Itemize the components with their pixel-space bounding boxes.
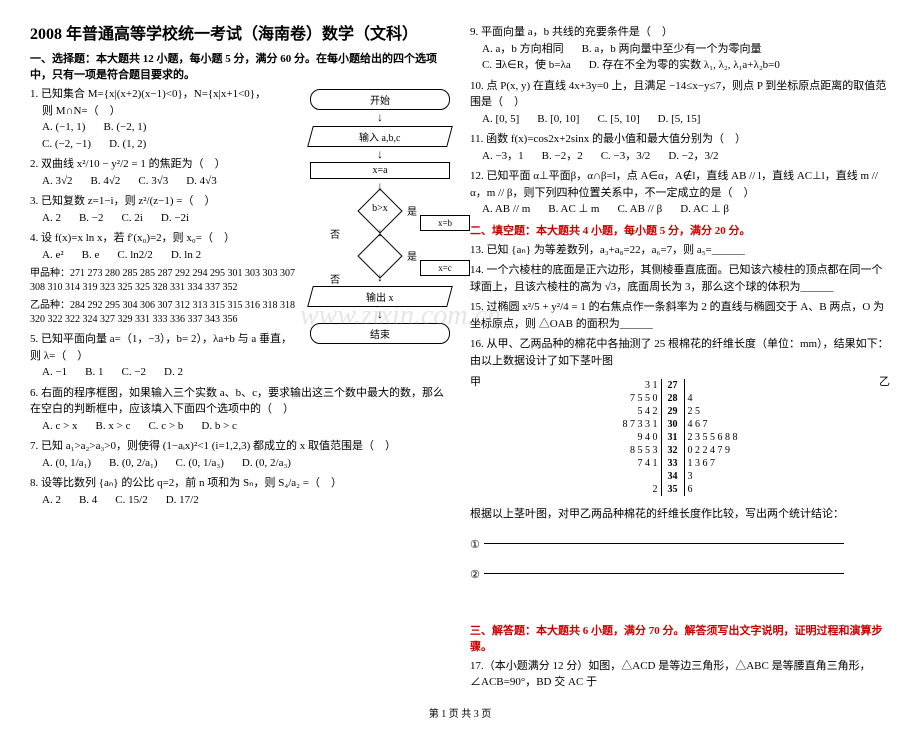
flow-end: 结束: [310, 323, 450, 344]
q11: 11. 函数 f(x)=cos2x+2sinx 的最小值和最大值分别为（ ） A…: [470, 131, 890, 164]
page-footer: 第 1 页 共 3 页: [30, 705, 890, 720]
q17: 17.（本小题满分 12 分）如图，△ACD 是等边三角形，△ABC 是等腰直角…: [470, 658, 890, 691]
q16-conclusion: 根据以上茎叶图，对甲乙两品种棉花的纤维长度作比较，写出两个统计结论： ① ②: [470, 506, 890, 584]
q7: 7. 已知 a₁>a₂>a₃>0，则使得 (1−aᵢx)²<1 (i=1,2,3…: [30, 438, 450, 471]
flow-assign3: x=c: [420, 260, 470, 276]
section1-title: 一、选择题：本大题共 12 小题，每小题 5 分，满分 60 分。在每小题给出的…: [30, 50, 450, 82]
flow-cond1: b>x 是: [355, 195, 405, 225]
q9: 9. 平面向量 a，b 共线的充要条件是（ ） A. a，b 方向相同B. a，…: [470, 24, 890, 74]
flow-assign2: x=b: [420, 215, 470, 231]
q8: 8. 设等比数列 {aₙ} 的公比 q=2，前 n 项和为 Sₙ，则 S₄/a₂…: [30, 475, 450, 508]
q6: 6. 右面的程序框图，如果输入三个实数 a、b、c，要求输出这三个数中最大的数，…: [30, 385, 450, 435]
flow-input: 输入 a,b,c: [307, 126, 453, 147]
section3-title: 三、解答题：本大题共 6 小题，满分 70 分。解答须写出文字说明，证明过程和演…: [470, 622, 890, 654]
q13: 13. 已知 {aₙ} 为等差数列，a₃+a₈=22，a₆=7，则 a₅=___…: [470, 242, 890, 259]
q10: 10. 点 P(x, y) 在直线 4x+3y=0 上，且满足 −14≤x−y≤…: [470, 78, 890, 128]
flow-cond2-empty: 是: [355, 240, 405, 270]
q16: 16. 从甲、乙两品种的棉花中各抽测了 25 根棉花的纤维长度（单位：mm），结…: [470, 336, 890, 369]
flow-assign1: x=a: [310, 162, 450, 179]
flow-arrow: ↓: [310, 310, 450, 320]
page-title: 2008 年普通高等学校统一考试（海南卷）数学（文科）: [30, 20, 450, 44]
flowchart: 开始 ↓ 输入 a,b,c ↓ x=a ↓ b>x 是 否 x=b ↓ 是 否 …: [310, 86, 450, 347]
flow-start: 开始: [310, 89, 450, 110]
flow-output: 输出 x: [307, 286, 453, 307]
q12: 12. 已知平面 α⊥平面β，α∩β=l，点 A∈α，A∉l，直线 AB // …: [470, 168, 890, 218]
flow-arrow: ↓: [310, 113, 450, 123]
stemleaf-plot: 甲 3 1277 5 5 02845 4 2292 58 7 3 3 1304 …: [470, 373, 890, 502]
flow-arrow: ↓: [310, 150, 450, 160]
section2-title: 二、填空题：本大题共 4 小题，每小题 5 分，满分 20 分。: [470, 222, 890, 238]
q15: 15. 过椭圆 x²/5 + y²/4 = 1 的右焦点作一条斜率为 2 的直线…: [470, 299, 890, 332]
q14: 14. 一个六棱柱的底面是正六边形，其侧棱垂直底面。已知该六棱柱的顶点都在同一个…: [470, 262, 890, 295]
